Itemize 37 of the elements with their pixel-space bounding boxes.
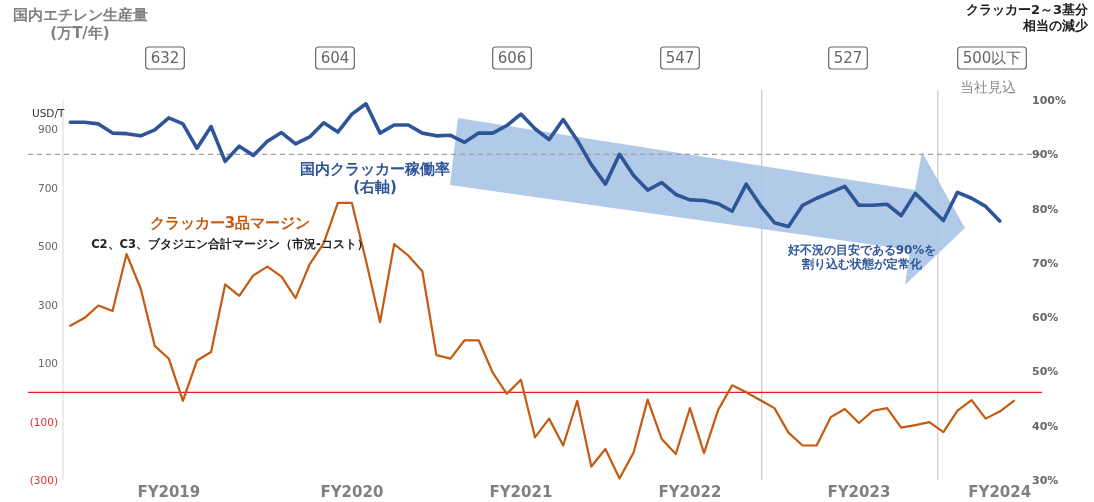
annotation: 604 (315, 46, 355, 70)
y-tick-label: (300) (29, 474, 58, 486)
y-tick-label: 700 (37, 181, 58, 194)
annotation: 527 (828, 46, 868, 70)
y2-tick-label: 50% (1032, 365, 1059, 379)
y2-tick-label: 100% (1032, 94, 1066, 107)
series-label: 国内クラッカー稼働率(右軸) (300, 160, 450, 196)
annotation: 好不況の目安である90%を割り込む状態が定常化 (787, 243, 937, 272)
annotation: C2、C3、ブタジエン合計マージン（市況-コスト） (91, 237, 369, 251)
x-tick-label: FY2021 (489, 483, 553, 501)
y2-tick-label: 90% (1032, 148, 1059, 162)
annotation: 632 (145, 46, 185, 70)
y2-tick-label: 70% (1032, 256, 1059, 270)
y2-tick-label: 80% (1032, 202, 1059, 216)
y-axis-title: USD/T (32, 107, 65, 119)
y-tick-label: 100 (37, 357, 58, 370)
x-tick-label: FY2023 (827, 483, 891, 501)
y2-tick-label: 60% (1032, 311, 1059, 325)
annotation: 当社見込 (960, 79, 1016, 95)
y2-tick-label: 40% (1032, 419, 1059, 433)
y-tick-label: (100) (29, 415, 58, 428)
series-label: クラッカー3品マージン (149, 214, 311, 232)
x-tick-label: FY2020 (320, 483, 384, 501)
annotation: 547 (660, 46, 700, 70)
y2-tick-label: 30% (1032, 474, 1059, 487)
annotation: 500以下 (957, 46, 1027, 70)
annotation: 国内エチレン生産量(万T/年) (12, 6, 148, 42)
y-tick-label: 900 (37, 123, 58, 136)
x-tick-label: FY2019 (137, 483, 201, 501)
line-series (68, 102, 1002, 229)
x-tick-label: FY2024 (968, 483, 1032, 501)
y-tick-label: 500 (37, 240, 58, 253)
y-tick-label: 300 (37, 298, 58, 311)
annotation: 606 (492, 46, 532, 70)
annotation: クラッカー2～3基分相当の減少 (965, 2, 1088, 33)
x-tick-label: FY2022 (658, 483, 722, 501)
line-series (69, 201, 1015, 480)
